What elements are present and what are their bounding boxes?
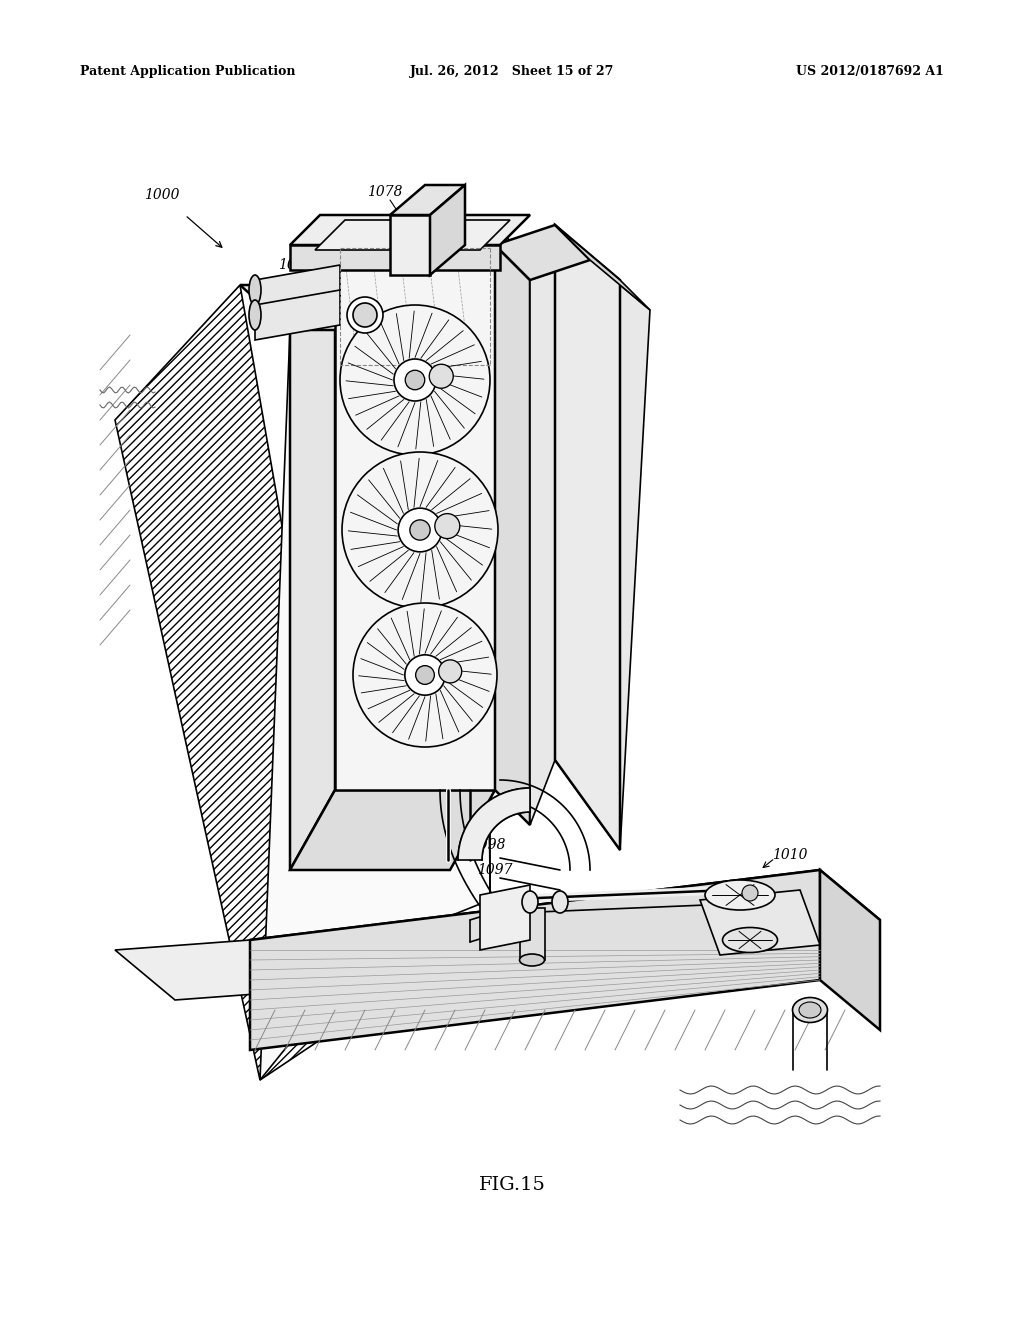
- Text: FIG.15: FIG.15: [478, 1176, 546, 1195]
- Polygon shape: [480, 884, 530, 950]
- Polygon shape: [530, 260, 650, 850]
- Circle shape: [394, 359, 436, 401]
- Ellipse shape: [799, 1002, 821, 1018]
- Circle shape: [742, 884, 758, 902]
- Circle shape: [410, 520, 430, 540]
- Polygon shape: [255, 290, 340, 341]
- Polygon shape: [290, 246, 495, 330]
- Polygon shape: [290, 246, 335, 870]
- Ellipse shape: [552, 891, 568, 913]
- Ellipse shape: [249, 275, 261, 305]
- Polygon shape: [290, 246, 500, 271]
- Text: 1079: 1079: [279, 257, 313, 272]
- Circle shape: [398, 508, 441, 552]
- Circle shape: [404, 655, 445, 696]
- Polygon shape: [240, 285, 410, 330]
- Circle shape: [429, 364, 454, 388]
- Circle shape: [353, 304, 377, 327]
- Text: 1078: 1078: [368, 185, 402, 199]
- Polygon shape: [390, 215, 430, 275]
- Circle shape: [438, 660, 462, 682]
- Polygon shape: [495, 246, 530, 825]
- Ellipse shape: [519, 954, 545, 966]
- Text: 1061: 1061: [538, 748, 572, 762]
- Circle shape: [353, 603, 497, 747]
- Polygon shape: [250, 870, 820, 1049]
- Circle shape: [406, 370, 425, 389]
- Ellipse shape: [522, 891, 538, 913]
- Ellipse shape: [720, 882, 740, 912]
- Circle shape: [342, 451, 498, 609]
- Polygon shape: [255, 265, 340, 315]
- Polygon shape: [555, 224, 650, 310]
- Text: 1097: 1097: [477, 863, 513, 876]
- Ellipse shape: [705, 880, 775, 909]
- Ellipse shape: [793, 998, 827, 1023]
- Polygon shape: [250, 870, 880, 990]
- Text: 1072: 1072: [502, 238, 538, 252]
- Circle shape: [347, 297, 383, 333]
- Text: 1099: 1099: [557, 528, 593, 543]
- Polygon shape: [115, 940, 310, 1001]
- Circle shape: [435, 513, 460, 539]
- Text: Patent Application Publication: Patent Application Publication: [80, 66, 296, 78]
- Wedge shape: [458, 788, 530, 861]
- Polygon shape: [520, 908, 545, 960]
- Polygon shape: [290, 215, 530, 246]
- Polygon shape: [335, 246, 495, 789]
- Text: 1010: 1010: [772, 847, 808, 862]
- Polygon shape: [260, 285, 490, 1080]
- Text: Jul. 26, 2012   Sheet 15 of 27: Jul. 26, 2012 Sheet 15 of 27: [410, 66, 614, 78]
- Polygon shape: [495, 224, 590, 280]
- Polygon shape: [390, 185, 465, 215]
- Polygon shape: [115, 285, 365, 1080]
- Circle shape: [416, 665, 434, 684]
- Circle shape: [340, 305, 490, 455]
- Text: 1098: 1098: [470, 838, 506, 851]
- Polygon shape: [315, 220, 510, 249]
- Polygon shape: [555, 224, 620, 850]
- Polygon shape: [430, 185, 465, 275]
- Ellipse shape: [723, 928, 777, 953]
- Polygon shape: [700, 890, 820, 954]
- Text: 1000: 1000: [144, 187, 180, 202]
- Text: US 2012/0187692 A1: US 2012/0187692 A1: [796, 66, 944, 78]
- Polygon shape: [290, 789, 495, 870]
- Polygon shape: [820, 870, 880, 1030]
- Ellipse shape: [249, 300, 261, 330]
